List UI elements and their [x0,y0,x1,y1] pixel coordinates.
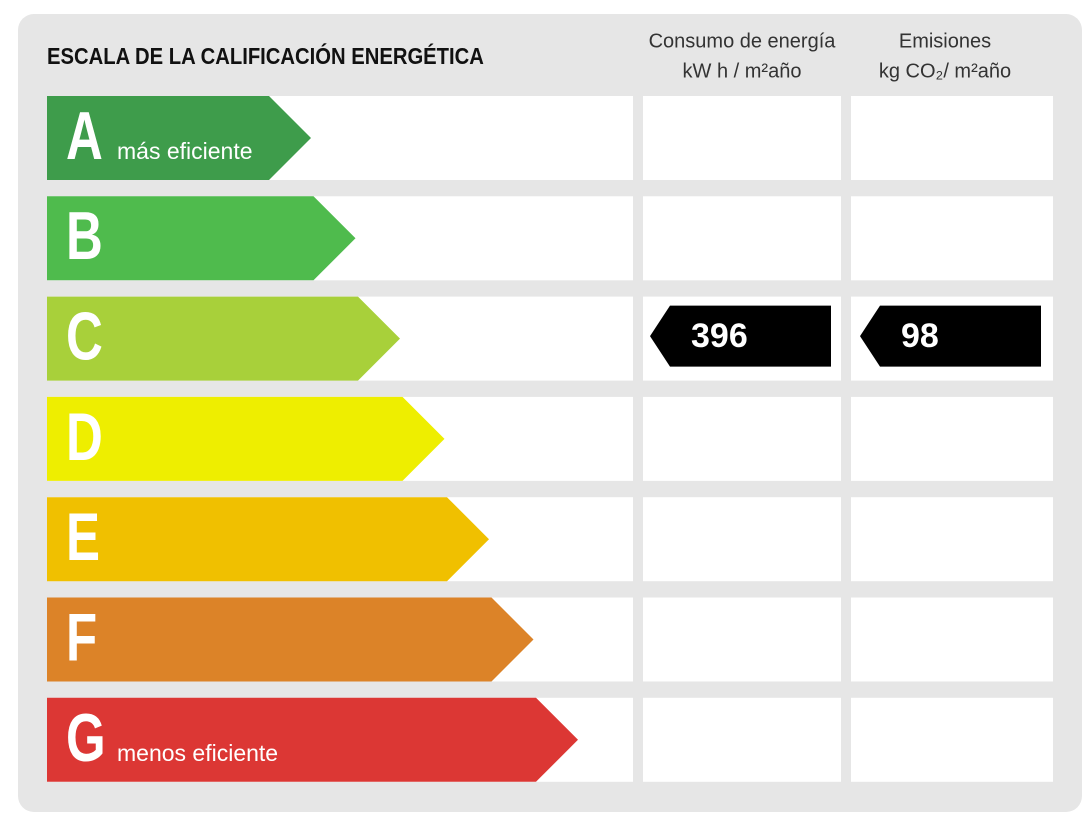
value-cell [851,196,1053,281]
rating-value: 98 [901,317,939,355]
value-cell [851,597,1053,682]
value-cell [643,196,841,281]
rating-arrow [47,96,311,180]
value-cell [851,697,1053,782]
rating-letter: C [66,298,103,374]
rating-arrow [47,396,445,481]
rating-arrow [47,597,534,682]
rating-label: más eficiente [117,138,253,164]
value-cell [643,396,841,481]
column-header: Emisiones [899,30,991,52]
column-header: Consumo de energía [649,30,837,52]
title: ESCALA DE LA CALIFICACIÓN ENERGÉTICA [47,43,484,70]
rating-arrow [47,497,489,582]
rating-letter: G [66,700,106,776]
rating-letter: B [66,198,103,274]
value-cell [851,396,1053,481]
value-cell [643,96,841,180]
column-unit: kW h / m²año [683,60,802,82]
rating-letter: A [66,98,103,174]
rating-value: 396 [691,317,748,355]
rating-arrow [47,296,400,381]
rating-label: menos eficiente [117,740,278,766]
value-cell [643,497,841,582]
rating-letter: E [66,499,100,575]
rating-letter: F [66,599,97,675]
rating-letter: D [66,399,103,475]
rating-arrow [47,196,356,281]
value-cell [643,597,841,682]
rating-indicator [650,305,831,367]
value-cell [851,96,1053,180]
value-cell [643,697,841,782]
rating-arrow [47,697,578,782]
rating-indicator [860,305,1041,367]
value-cell [851,497,1053,582]
column-unit: kg CO₂/ m²año [879,60,1011,82]
